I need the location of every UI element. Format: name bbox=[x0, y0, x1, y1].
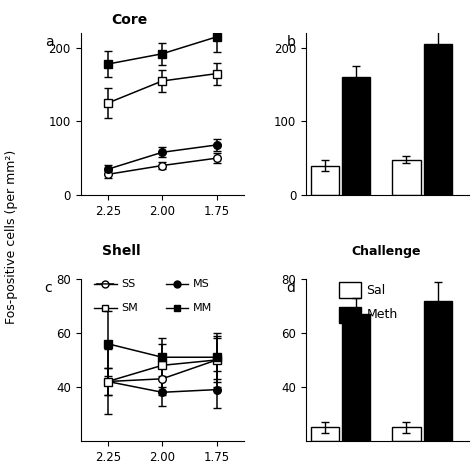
Bar bbox=[392, 160, 420, 195]
Bar bbox=[342, 77, 370, 195]
Text: b: b bbox=[286, 35, 295, 49]
Text: d: d bbox=[286, 281, 295, 295]
Text: Meth: Meth bbox=[366, 308, 398, 321]
Bar bbox=[342, 314, 370, 441]
Bar bbox=[338, 283, 362, 299]
Text: Fos-positive cells (per mm²): Fos-positive cells (per mm²) bbox=[5, 150, 18, 324]
Text: c: c bbox=[45, 281, 52, 295]
Text: a: a bbox=[45, 35, 53, 49]
Text: SM: SM bbox=[121, 303, 138, 313]
Bar bbox=[424, 301, 452, 441]
Text: MM: MM bbox=[193, 303, 212, 313]
Bar bbox=[310, 165, 339, 195]
Bar bbox=[310, 428, 339, 441]
Text: SS: SS bbox=[121, 279, 136, 289]
Text: MS: MS bbox=[193, 279, 210, 289]
Bar bbox=[338, 307, 362, 323]
Text: Shell: Shell bbox=[102, 244, 141, 258]
Bar bbox=[424, 44, 452, 195]
Text: Sal: Sal bbox=[366, 284, 386, 297]
Bar bbox=[392, 428, 420, 441]
Text: Core: Core bbox=[111, 13, 148, 27]
Text: Challenge: Challenge bbox=[352, 245, 421, 258]
